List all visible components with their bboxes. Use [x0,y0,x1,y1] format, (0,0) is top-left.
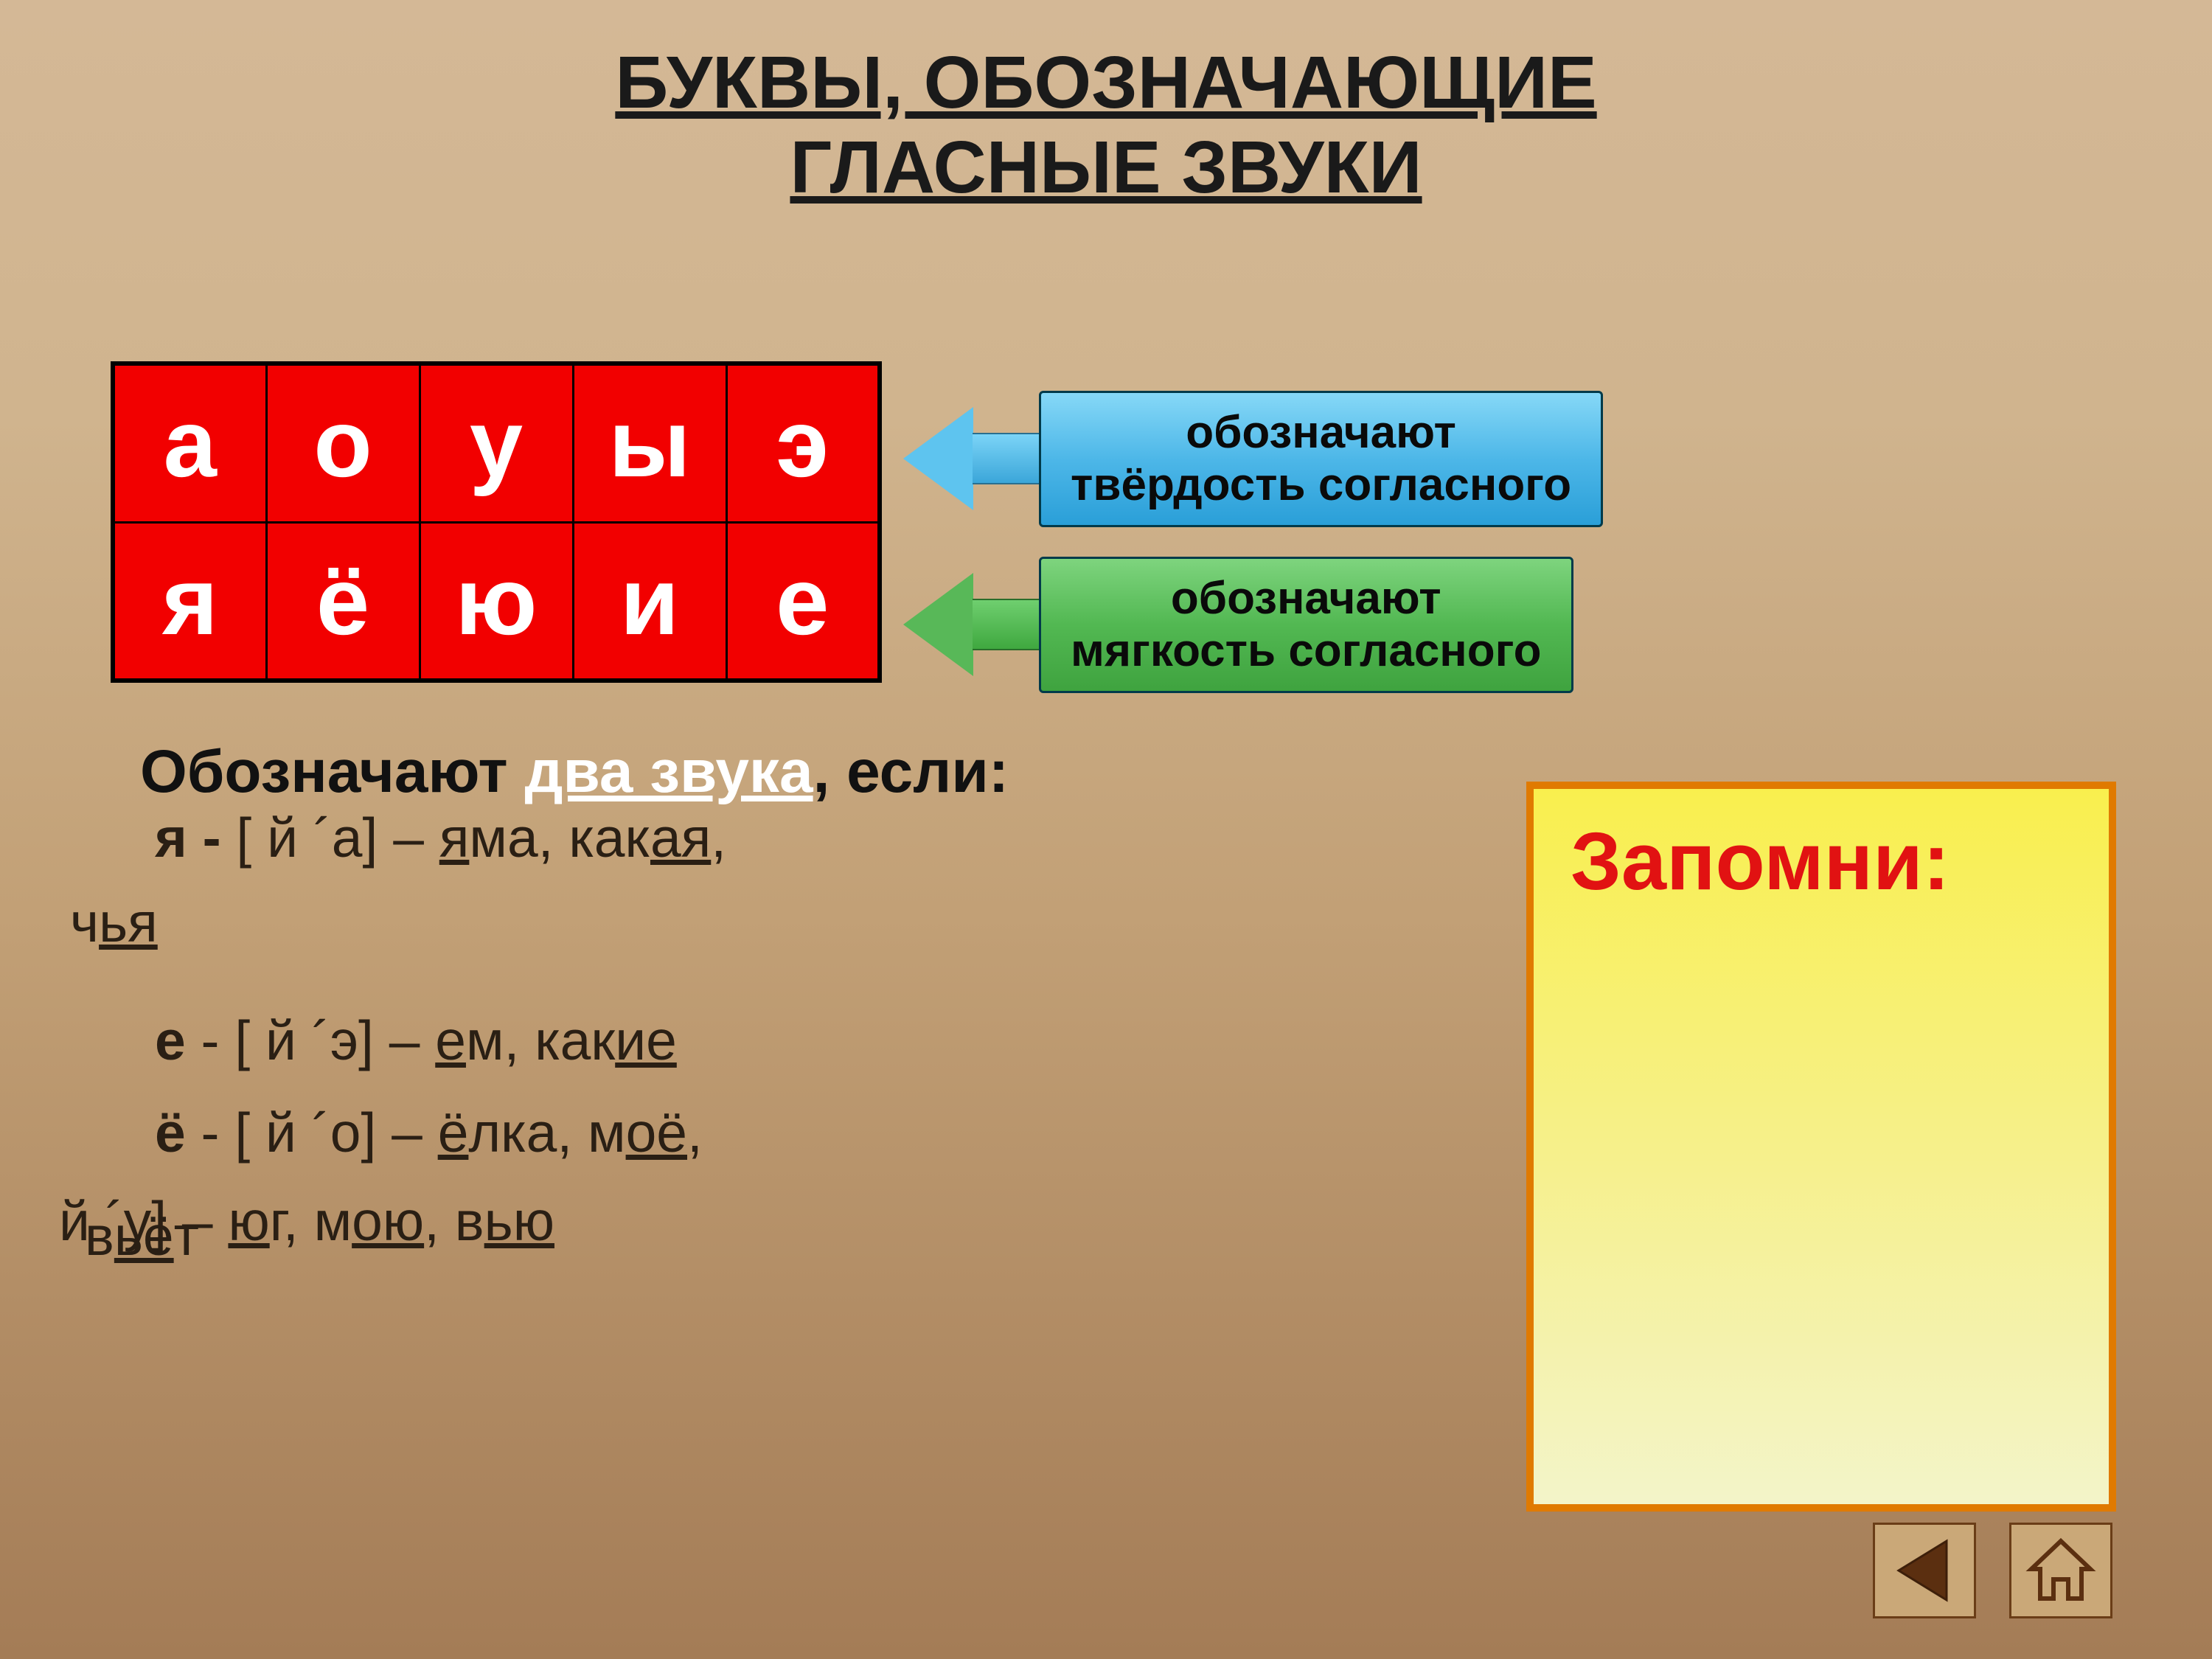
rule-prefix: Обозначают [140,738,524,805]
nav-back-button[interactable] [1873,1523,1976,1618]
callout-soft: обозначают мягкость согласного [903,557,1573,693]
home-icon [2024,1534,2098,1607]
vowel-cell: и [573,522,726,681]
vowel-table: а о у ы э я ё ю и е [111,361,882,683]
callout-soft-box: обозначают мягкость согласного [1039,557,1573,693]
example-e: е - [ й ´э] – ем, какие [155,1010,677,1071]
rule-suffix: , если: [813,738,1009,805]
vowel-cell: а [113,364,266,522]
callout-soft-line1: обозначают [1071,572,1542,625]
rule-heading: Обозначают два звука, если: [140,737,1009,807]
callout-hard-line2: твёрдость согласного [1071,459,1571,511]
vowel-cell: ю [420,522,573,681]
vowel-cell: я [113,522,266,681]
callout-hard-line1: обозначают [1071,406,1571,459]
example-chya: чья [70,892,158,953]
slide: БУКВЫ, ОБОЗНАЧАЮЩИЕГЛАСНЫЕ ЗВУКИ а о у ы… [0,0,2212,1659]
vowel-cell: у [420,364,573,522]
arrow-stem [973,433,1039,484]
rule-link: два звука [524,738,813,805]
callout-hard: обозначают твёрдость согласного [903,391,1603,527]
example-yo: ё - [ й ´о] – ёлка, моё, [155,1102,703,1164]
nav-home-button[interactable] [2009,1523,2112,1618]
vowel-row-hard: а о у ы э [113,364,880,522]
arrow-left-icon [903,573,973,676]
remember-box: Запомни: [1526,782,2116,1512]
vowel-row-soft: я ё ю и е [113,522,880,681]
vowel-cell: е [726,522,880,681]
vowel-cell: о [266,364,420,522]
title-line1: БУКВЫ, ОБОЗНАЧАЮЩИЕГЛАСНЫЕ ЗВУКИ [615,41,1596,209]
slide-title: БУКВЫ, ОБОЗНАЧАЮЩИЕГЛАСНЫЕ ЗВУКИ [0,41,2212,210]
vowel-cell: э [726,364,880,522]
example-ya: я - [ й ´а] – яма, какая, [155,807,726,869]
vowel-cell: ы [573,364,726,522]
vowel-cell: ё [266,522,420,681]
callout-hard-box: обозначают твёрдость согласного [1039,391,1603,527]
arrow-stem [973,599,1039,650]
arrow-left-icon [903,407,973,510]
remember-title: Запомни: [1571,815,1950,908]
triangle-left-icon [1891,1537,1958,1604]
example-vyot: вьёт [85,1206,199,1267]
callout-soft-line2: мягкость согласного [1071,625,1542,677]
